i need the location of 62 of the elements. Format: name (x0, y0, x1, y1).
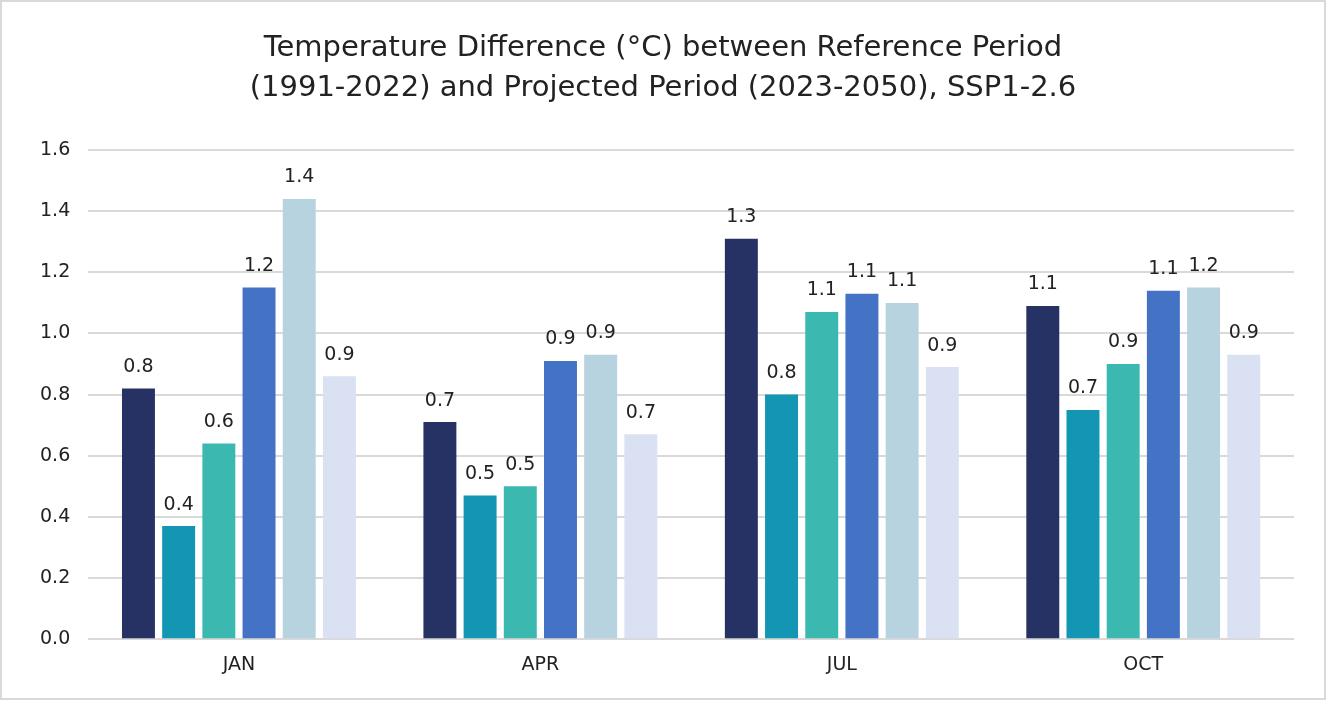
y-tick-label: 0.0 (40, 626, 71, 649)
bar (624, 434, 658, 639)
y-tick-label: 1.6 (40, 136, 71, 159)
data-label: 1.2 (243, 253, 275, 276)
bar (1227, 354, 1261, 639)
bar (1187, 287, 1221, 639)
bar (423, 422, 457, 639)
bar (1106, 364, 1140, 639)
bar (162, 526, 196, 639)
x-tick-label: JAN (221, 651, 256, 674)
chart-title: Temperature Difference (°C) between Reference Period (1991-2022) and Projected Period (2023-2050), SSP1-2.6 (248, 28, 1078, 105)
y-tick-label: 0.8 (40, 381, 71, 404)
data-label: 1.1 (887, 268, 918, 291)
data-label: 0.8 (123, 353, 154, 376)
data-label: 1.1 (1148, 256, 1179, 279)
data-label: 0.5 (505, 451, 536, 474)
data-label: 1.4 (284, 164, 315, 187)
data-label: 0.4 (163, 491, 194, 514)
bar (282, 198, 316, 639)
data-label: 0.9 (1228, 320, 1259, 343)
y-tick-label: 0.6 (40, 442, 71, 465)
bar (765, 394, 799, 639)
data-label: 1.1 (846, 259, 878, 282)
data-label: 0.7 (625, 399, 656, 422)
bar (1146, 290, 1180, 639)
bar (544, 360, 577, 639)
y-tick-label: 0.2 (40, 564, 71, 587)
bar (584, 354, 618, 639)
bar (845, 293, 879, 639)
y-tick-label: 0.4 (40, 503, 71, 526)
bar (322, 376, 356, 639)
bar (925, 367, 959, 639)
data-label: 0.9 (1108, 329, 1139, 352)
data-label: 0.9 (545, 326, 576, 349)
bar (805, 312, 839, 639)
data-label: 0.7 (424, 387, 456, 410)
data-label: 1.2 (1188, 253, 1219, 276)
data-label: 0.7 (1067, 375, 1099, 398)
bar (503, 486, 537, 639)
bar (724, 238, 758, 639)
bar (242, 287, 276, 639)
bar (121, 388, 155, 639)
y-tick-label: 1.2 (40, 259, 71, 282)
bar (202, 443, 236, 639)
data-label: 0.5 (464, 460, 496, 483)
bar (1066, 409, 1100, 639)
bar (1026, 305, 1060, 639)
x-tick-label: APR (521, 651, 560, 674)
data-label: 0.9 (324, 341, 355, 364)
y-tick-label: 1.0 (40, 320, 71, 343)
bar (463, 495, 497, 639)
data-label: 0.6 (203, 408, 234, 431)
y-tick-label: 1.4 (40, 198, 71, 221)
data-label: 0.9 (927, 332, 958, 355)
bar (885, 302, 919, 639)
data-label: 0.9 (585, 320, 616, 343)
data-label: 1.1 (1027, 271, 1058, 294)
data-label: 0.8 (766, 360, 797, 383)
data-label: 1.3 (726, 204, 757, 227)
x-tick-label: JUL (825, 651, 858, 674)
data-label: 1.1 (806, 277, 837, 300)
x-tick-label: OCT (1123, 651, 1164, 674)
